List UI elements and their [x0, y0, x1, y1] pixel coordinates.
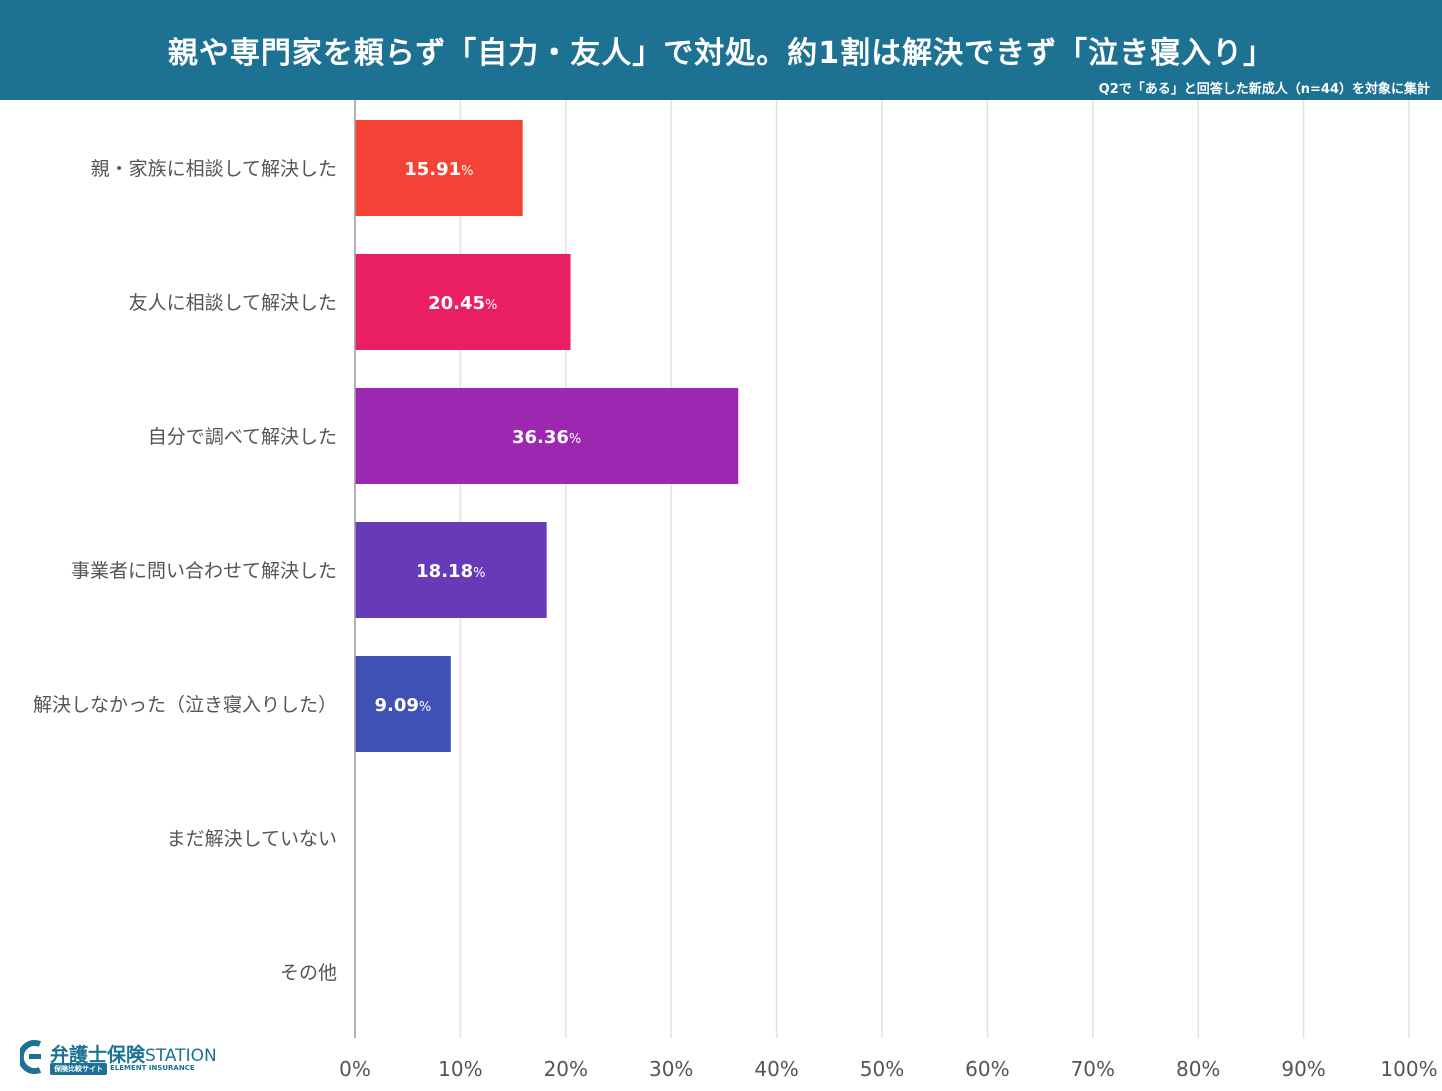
- category-label: 事業者に問い合わせて解決した: [71, 560, 337, 582]
- logo-tag: 保険比較サイト: [50, 1063, 107, 1075]
- logo-station-text: STATION: [145, 1046, 217, 1066]
- chart-subtitle: Q2で「ある」と回答した新成人（n=44）を対象に集計: [1098, 82, 1430, 97]
- x-tick-label: 10%: [438, 1057, 482, 1081]
- bar: [355, 522, 547, 618]
- data-label: 20.45%: [428, 293, 497, 314]
- data-label: 15.91%: [404, 159, 473, 180]
- category-label: まだ解決していない: [167, 828, 337, 850]
- category-label: 自分で調べて解決した: [148, 426, 337, 448]
- brand-logo: 弁護士保険STATION 保険比較サイト ELEMENT INSURANCE: [20, 1040, 240, 1076]
- x-tick-label: 50%: [860, 1057, 904, 1081]
- x-tick-label: 0%: [339, 1057, 371, 1081]
- x-tick-label: 100%: [1380, 1057, 1437, 1081]
- bar: [355, 254, 571, 350]
- x-tick-label: 30%: [649, 1057, 693, 1081]
- data-label: 18.18%: [416, 561, 485, 582]
- logo-subtext: ELEMENT INSURANCE: [110, 1064, 195, 1072]
- category-label: その他: [280, 962, 337, 984]
- chart-header: 親や専門家を頼らず「自力・友人」で対処。約1割は解決できず「泣き寝入り」 Q2で…: [0, 0, 1442, 100]
- x-tick-label: 60%: [965, 1057, 1009, 1081]
- chart-title: 親や専門家を頼らず「自力・友人」で対処。約1割は解決できず「泣き寝入り」: [167, 36, 1275, 71]
- category-label: 解決しなかった（泣き寝入りした）: [33, 694, 337, 716]
- category-label: 友人に相談して解決した: [129, 292, 337, 314]
- x-tick-label: 70%: [1071, 1057, 1115, 1081]
- data-label: 9.09%: [375, 695, 432, 716]
- logo-name-text: 弁護士保険: [50, 1044, 146, 1066]
- data-label: 36.36%: [512, 427, 581, 448]
- logo-name: 弁護士保険STATION: [50, 1040, 217, 1067]
- bar: [355, 388, 739, 484]
- bar: [355, 656, 451, 752]
- x-tick-label: 40%: [754, 1057, 798, 1081]
- x-tick-label: 20%: [544, 1057, 588, 1081]
- category-label: 親・家族に相談して解決した: [91, 158, 337, 180]
- x-tick-label: 80%: [1176, 1057, 1220, 1081]
- logo-mark-icon: [20, 1040, 42, 1074]
- x-tick-label: 90%: [1281, 1057, 1325, 1081]
- bar: [355, 120, 523, 216]
